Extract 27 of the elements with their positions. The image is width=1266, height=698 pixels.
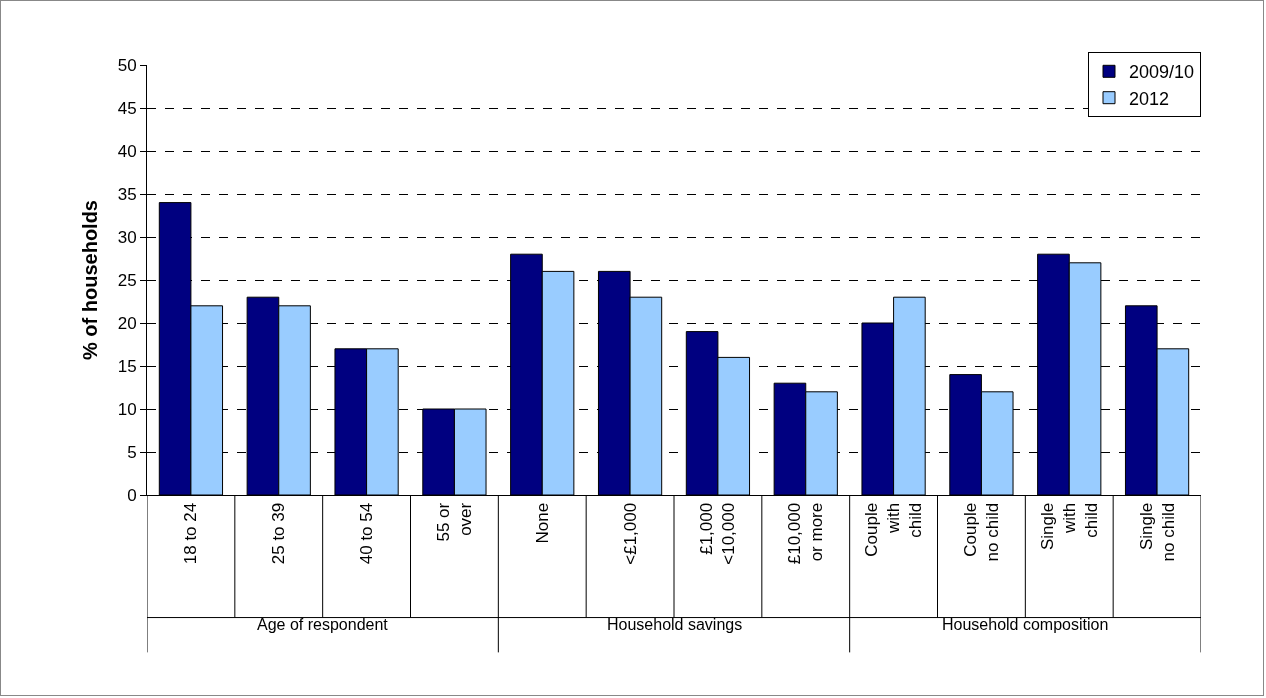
y-tick-label: 35 bbox=[117, 184, 137, 204]
x-tick-label: <£1,000 bbox=[620, 502, 640, 565]
y-tick-label: 20 bbox=[117, 313, 137, 333]
x-tick-label: 55 or over bbox=[433, 502, 475, 542]
y-tick-label: 30 bbox=[117, 227, 137, 247]
y-tick-label: 5 bbox=[127, 442, 137, 462]
legend-label: 2012 bbox=[1129, 88, 1170, 109]
x-tick-label: Single with child bbox=[1037, 502, 1101, 551]
y-tick-label: 25 bbox=[117, 270, 137, 290]
y-tick-label: 15 bbox=[117, 356, 137, 376]
y-tick-label: 45 bbox=[117, 98, 137, 118]
text: Household savings bbox=[607, 616, 743, 633]
y-tick-label: 0 bbox=[127, 485, 137, 505]
x-tick-label: 18 to 24 bbox=[181, 502, 201, 565]
y-tick-label: 50 bbox=[117, 55, 137, 75]
text: Household composition bbox=[942, 616, 1109, 633]
x-tick-label: None bbox=[532, 502, 552, 544]
x-tick-label: £1,000 <10,000 bbox=[697, 502, 739, 565]
y-tick-label: 10 bbox=[117, 399, 137, 419]
x-tick-label: £10,000 or more bbox=[785, 502, 827, 565]
x-tick-label: 40 to 54 bbox=[357, 502, 377, 565]
x-tick-label: 25 to 39 bbox=[269, 502, 289, 565]
y-tick-label: 40 bbox=[117, 141, 137, 161]
x-tick-label: Couple with child bbox=[862, 502, 926, 557]
text: Age of respondent bbox=[257, 616, 389, 633]
y-axis-title: % of households bbox=[79, 200, 102, 360]
legend-label: 2009/10 bbox=[1129, 62, 1195, 83]
